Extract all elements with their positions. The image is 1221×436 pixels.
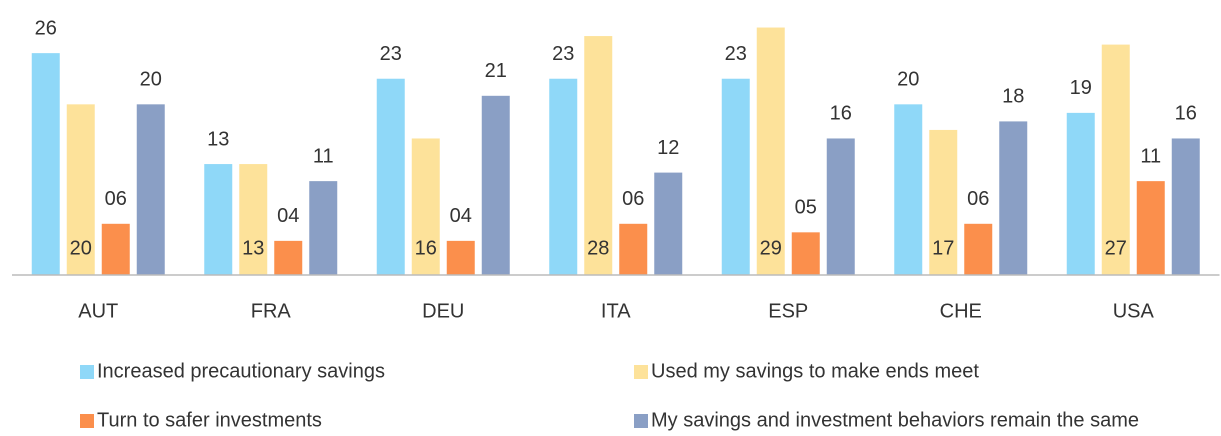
x-tick-label: AUT — [78, 300, 118, 322]
data-label: 06 — [105, 188, 127, 210]
bar — [274, 240, 303, 275]
x-tick-label: USA — [1113, 300, 1155, 322]
data-label: 26 — [35, 17, 57, 39]
bar — [239, 164, 268, 275]
data-label: 16 — [830, 103, 852, 125]
bar — [446, 240, 475, 275]
data-label: 27 — [1105, 237, 1127, 259]
legend-label: Turn to safer investments — [97, 409, 322, 431]
bar — [826, 138, 855, 275]
x-tick-label: DEU — [422, 300, 464, 322]
legend-swatch — [634, 414, 648, 428]
bar — [309, 181, 338, 275]
data-label: 05 — [795, 197, 817, 219]
data-label: 19 — [1070, 77, 1092, 99]
bar — [654, 172, 683, 275]
bar — [1101, 44, 1130, 275]
data-label: 18 — [1002, 86, 1024, 108]
bar — [929, 129, 958, 275]
bar — [584, 36, 613, 275]
data-label: 29 — [760, 237, 782, 259]
bar — [1066, 112, 1095, 275]
legend-label: My savings and investment behaviors rema… — [651, 409, 1139, 431]
bar — [999, 121, 1028, 276]
bar — [1171, 138, 1200, 275]
bar — [791, 232, 820, 275]
data-label: 23 — [552, 43, 574, 65]
data-label: 13 — [207, 128, 229, 150]
data-label: 23 — [380, 43, 402, 65]
data-label: 06 — [622, 188, 644, 210]
x-tick-label: CHE — [940, 300, 982, 322]
data-label: 16 — [1175, 103, 1197, 125]
data-label: 11 — [313, 145, 334, 167]
legend-label: Increased precautionary savings — [97, 360, 385, 382]
data-label: 06 — [967, 188, 989, 210]
data-label: 28 — [587, 237, 609, 259]
bar — [894, 104, 923, 275]
bar — [756, 27, 785, 276]
bar — [204, 164, 233, 275]
data-label: 12 — [657, 137, 679, 159]
legend-swatch — [80, 365, 94, 379]
bar — [101, 223, 130, 275]
data-label: 21 — [485, 60, 507, 82]
data-label: 20 — [897, 69, 919, 91]
data-label: 11 — [1140, 145, 1161, 167]
data-label: 23 — [725, 43, 747, 65]
data-label: 17 — [932, 237, 954, 259]
legend-swatch — [634, 365, 648, 379]
bar — [619, 223, 648, 275]
bar — [964, 223, 993, 275]
bar — [411, 138, 440, 275]
data-label: 20 — [140, 69, 162, 91]
bar — [481, 95, 510, 275]
x-tick-label: ITA — [601, 300, 631, 322]
data-label: 20 — [70, 237, 92, 259]
bar — [31, 53, 60, 276]
data-label: 16 — [415, 237, 437, 259]
bar — [66, 104, 95, 275]
bar — [1136, 181, 1165, 275]
bar — [721, 78, 750, 275]
data-label: 13 — [242, 237, 264, 259]
x-tick-label: ESP — [768, 300, 808, 322]
bar — [136, 104, 165, 275]
bar — [549, 78, 578, 275]
data-label: 04 — [450, 205, 472, 227]
legend-label: Used my savings to make ends meet — [651, 360, 979, 382]
legend-swatch — [80, 414, 94, 428]
x-tick-label: FRA — [251, 300, 292, 322]
data-label: 04 — [277, 205, 299, 227]
bar — [376, 78, 405, 275]
